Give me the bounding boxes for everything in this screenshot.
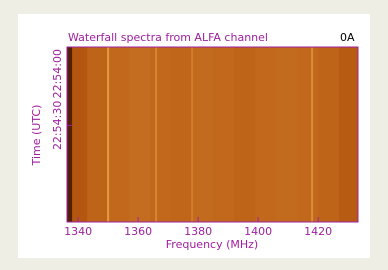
spectrum-column xyxy=(213,47,235,222)
spectrum-column xyxy=(339,47,358,222)
spectral-line xyxy=(311,47,313,222)
x-axis-label: Frequency (MHz) xyxy=(166,238,258,251)
spectrum-column xyxy=(108,47,130,222)
spectrum-column xyxy=(297,47,319,222)
x-tick-label: 1380 xyxy=(184,225,212,238)
page: Waterfall spectra from ALFA channel 0A F… xyxy=(0,0,388,270)
spectrum-column xyxy=(192,47,214,222)
spectrum-column xyxy=(171,47,193,222)
chart-title: Waterfall spectra from ALFA channel xyxy=(68,31,268,44)
chart: Waterfall spectra from ALFA channel 0A F… xyxy=(0,0,388,270)
x-tick-label: 1420 xyxy=(304,225,332,238)
spectrum-column xyxy=(318,47,340,222)
spectrum-column xyxy=(234,47,256,222)
spectrum-column xyxy=(255,47,277,222)
x-tick-label: 1360 xyxy=(124,225,152,238)
channel-label: 0A xyxy=(340,31,355,44)
spectrum-column xyxy=(129,47,151,222)
x-tick-label: 1340 xyxy=(64,225,92,238)
spectral-line xyxy=(155,47,157,222)
y-tick-label: 22:54:00 xyxy=(51,49,64,98)
y-tick-label: 22:54:30 xyxy=(51,101,64,150)
spectrum-column xyxy=(72,47,88,222)
x-tick-label: 1400 xyxy=(244,225,272,238)
spectrum-column xyxy=(87,47,109,222)
y-axis-label: Time (UTC) xyxy=(30,105,43,167)
spectral-line xyxy=(191,47,193,222)
spectrum-column xyxy=(150,47,172,222)
spectral-line xyxy=(107,47,109,222)
spectrum-column xyxy=(276,47,298,222)
spectrum-column xyxy=(67,47,73,222)
